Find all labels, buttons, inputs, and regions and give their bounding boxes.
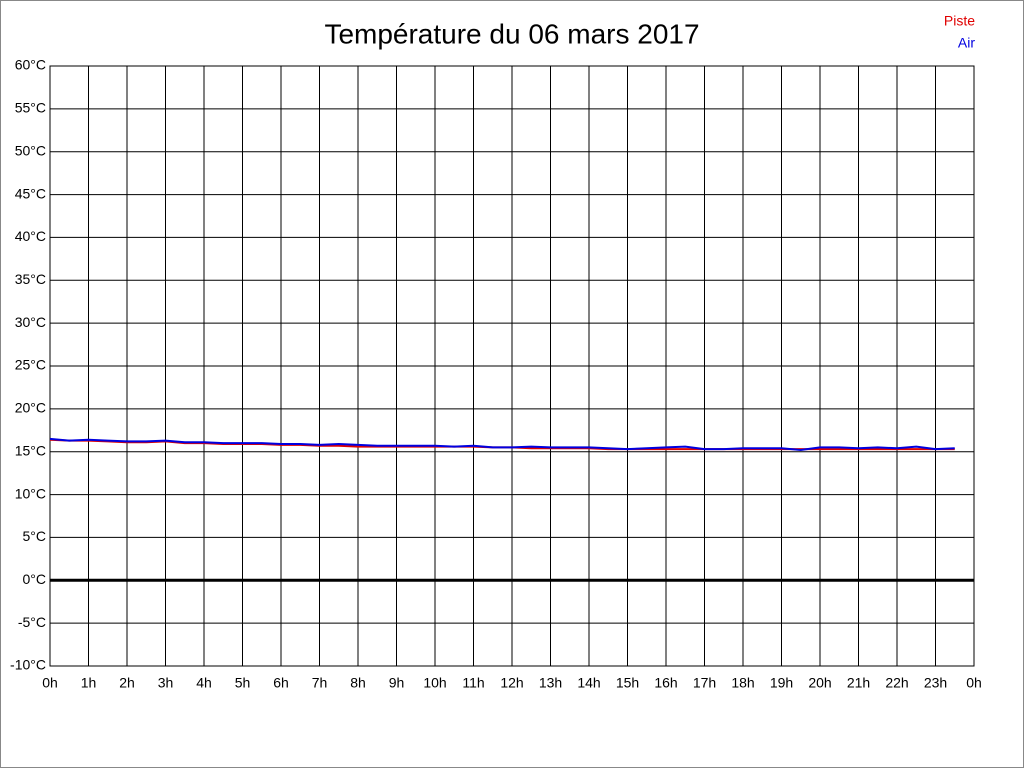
x-tick-label: 0h xyxy=(966,675,982,691)
x-tick-label: 3h xyxy=(158,675,174,691)
x-tick-label: 12h xyxy=(500,675,523,691)
y-tick-label: 30°C xyxy=(15,314,46,330)
y-tick-label: 55°C xyxy=(15,100,46,116)
x-tick-label: 7h xyxy=(312,675,328,691)
x-tick-label: 18h xyxy=(731,675,754,691)
x-tick-label: 6h xyxy=(273,675,289,691)
y-tick-label: 35°C xyxy=(15,271,46,287)
x-tick-label: 13h xyxy=(539,675,562,691)
x-tick-label: 11h xyxy=(462,675,484,691)
x-tick-label: 4h xyxy=(196,675,212,691)
x-tick-label: 16h xyxy=(654,675,677,691)
x-tick-label: 15h xyxy=(616,675,639,691)
y-tick-label: 0°C xyxy=(23,571,47,587)
y-tick-label: 5°C xyxy=(23,528,47,544)
y-tick-label: 10°C xyxy=(15,485,46,501)
x-tick-label: 9h xyxy=(389,675,405,691)
x-tick-label: 0h xyxy=(42,675,58,691)
y-tick-label: 15°C xyxy=(15,442,46,458)
x-tick-label: 21h xyxy=(847,675,870,691)
x-tick-label: 20h xyxy=(808,675,831,691)
legend-label: Piste xyxy=(944,13,975,29)
y-tick-label: 20°C xyxy=(15,400,46,416)
y-tick-label: -10°C xyxy=(10,657,46,673)
y-tick-label: 25°C xyxy=(15,357,46,373)
x-tick-label: 5h xyxy=(235,675,251,691)
x-tick-label: 19h xyxy=(770,675,793,691)
y-tick-label: 40°C xyxy=(15,228,46,244)
x-tick-label: 1h xyxy=(81,675,97,691)
y-tick-label: -5°C xyxy=(18,614,46,630)
x-tick-label: 14h xyxy=(577,675,600,691)
data-line xyxy=(49,437,955,452)
y-tick-label: 45°C xyxy=(15,185,46,201)
x-tick-label: 23h xyxy=(924,675,947,691)
x-tick-label: 22h xyxy=(885,675,908,691)
chart-title: Température du 06 mars 2017 xyxy=(324,18,699,49)
x-tick-label: 8h xyxy=(350,675,366,691)
y-tick-label: 50°C xyxy=(15,142,46,158)
x-tick-label: 2h xyxy=(119,675,135,691)
y-tick-label: 60°C xyxy=(15,57,46,73)
x-tick-label: 17h xyxy=(693,675,716,691)
legend-label: Air xyxy=(958,35,975,51)
x-tick-label: 10h xyxy=(423,675,446,691)
